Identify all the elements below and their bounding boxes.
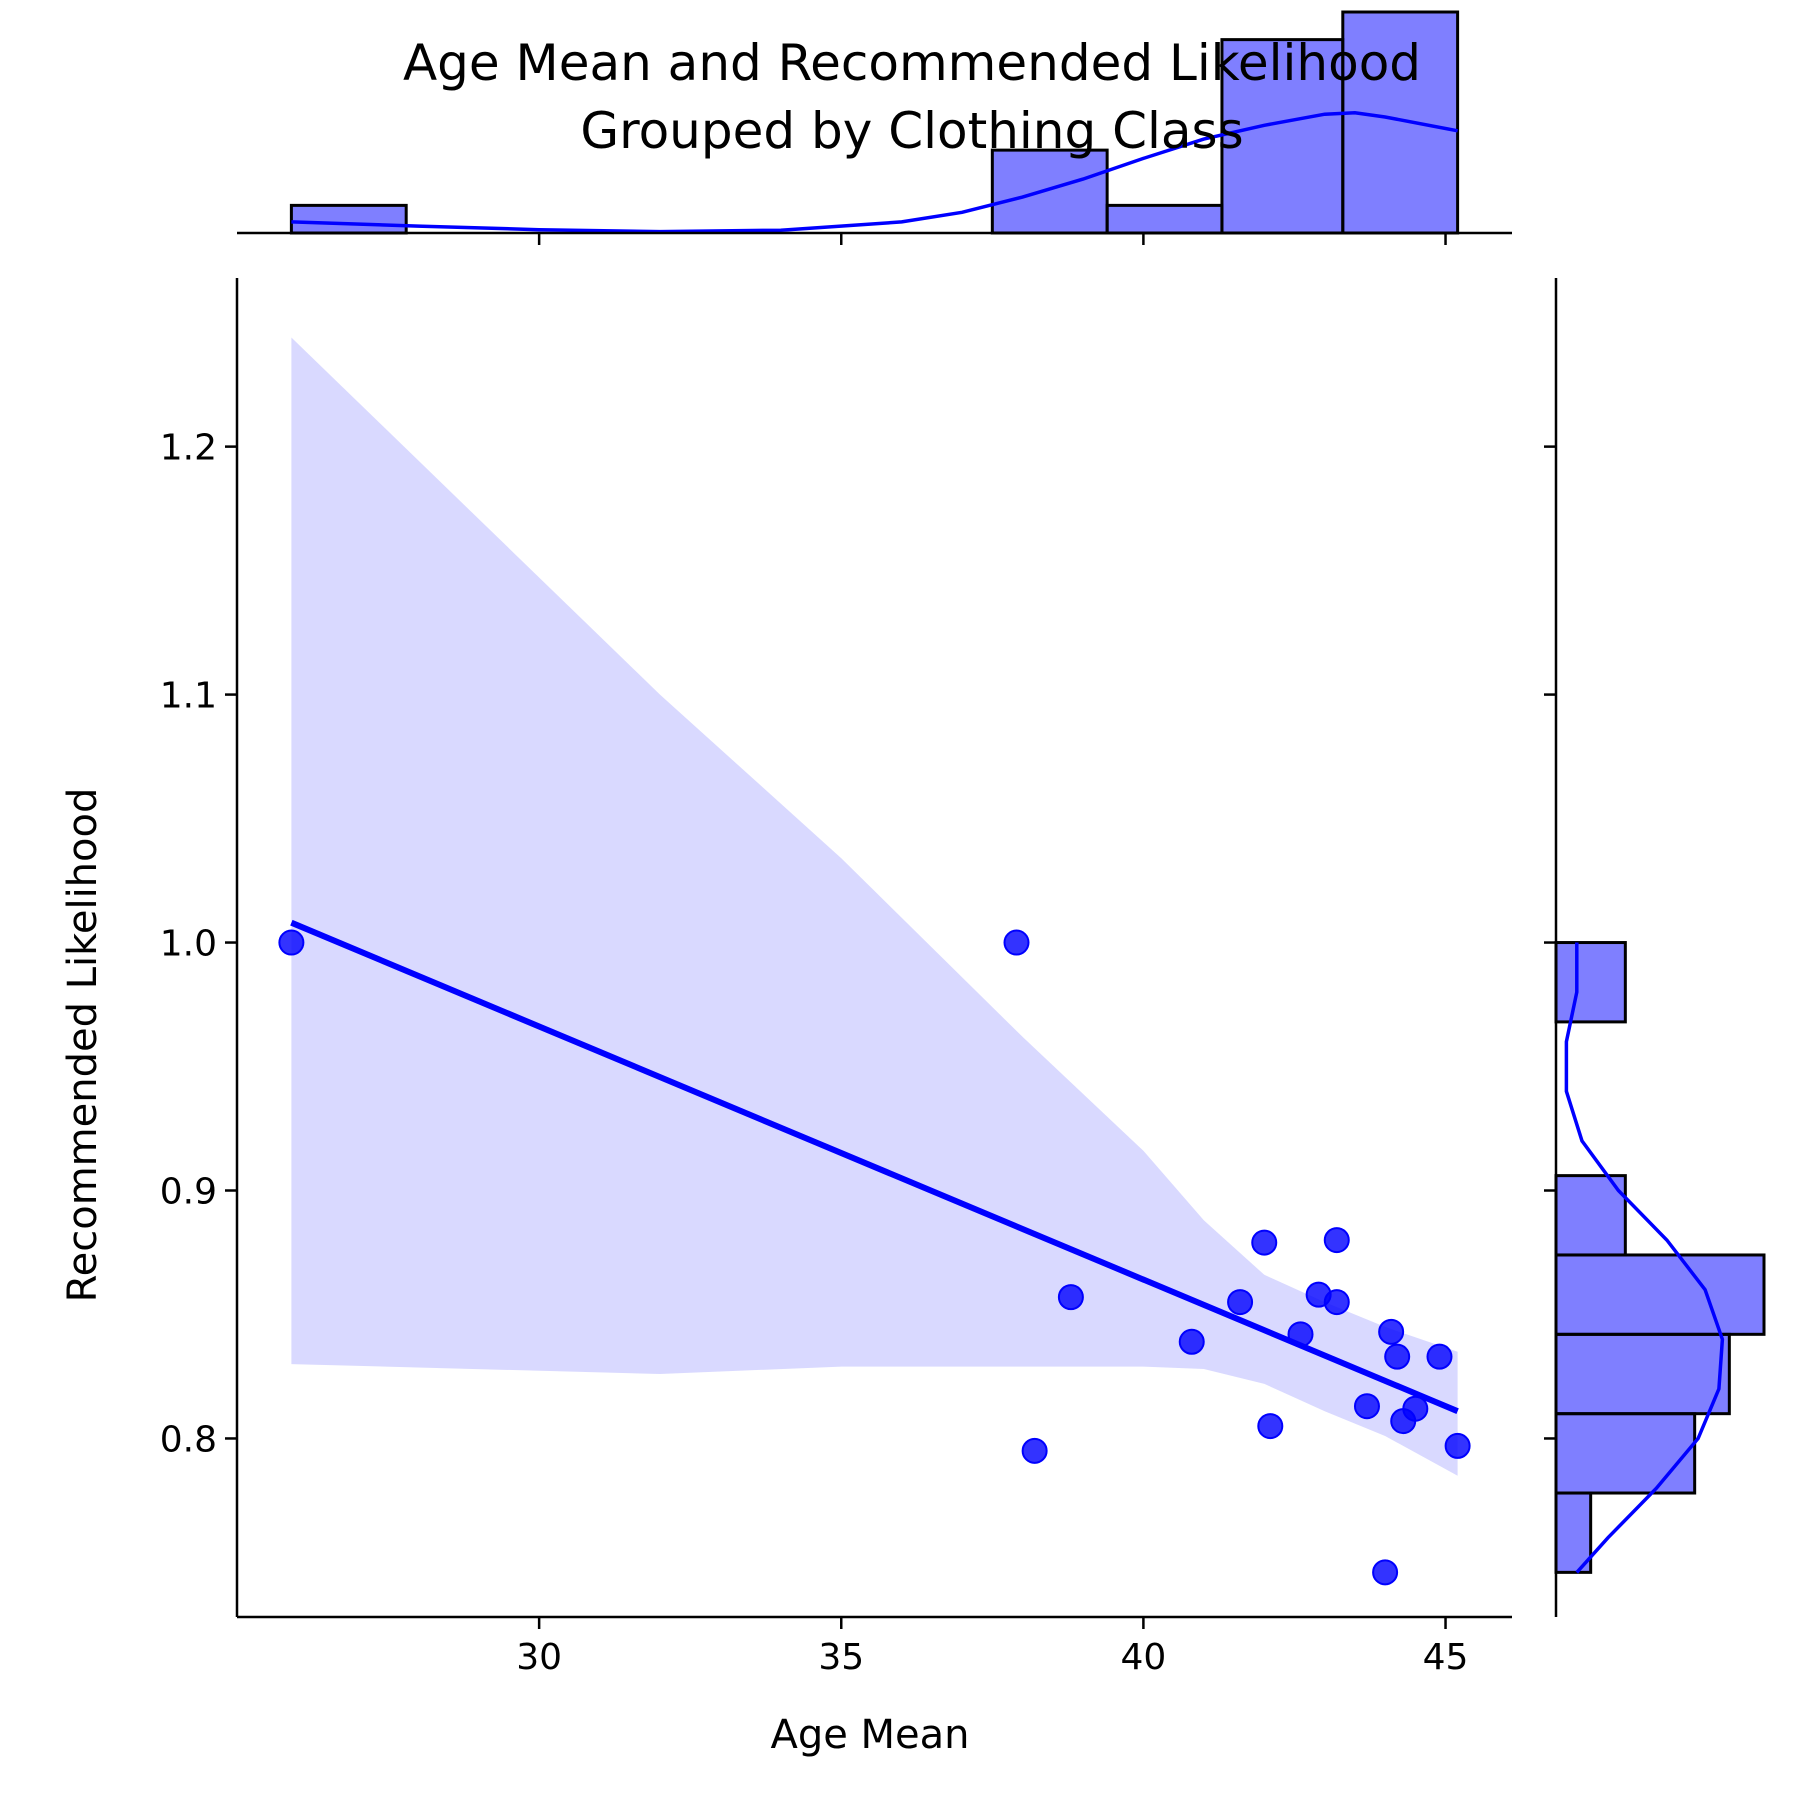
x-tick-label-35: 35 [818, 1637, 864, 1678]
x-axis-label: Age Mean [770, 1712, 969, 1758]
y-hist-bar-4 [1554, 1253, 1766, 1336]
scatter-point-14 [1372, 1559, 1399, 1586]
axis-labels: Age Mean Recommended Likelihood [60, 788, 970, 1758]
scatter-point-20 [1444, 1432, 1471, 1459]
y-tick-label-1.2: 1.2 [160, 428, 217, 469]
y-hist-bar-2 [1554, 1412, 1697, 1495]
chart-title: Age Mean and Recommended Likelihood Grou… [403, 34, 1421, 160]
y-tick-label-0.8: 0.8 [160, 1419, 217, 1460]
x-kde-curve [291, 111, 1458, 234]
x-tick-label-30: 30 [516, 1637, 562, 1678]
x-hist-bar-4 [1220, 38, 1345, 235]
scatter-point-19 [1426, 1343, 1453, 1370]
scatter-point-6 [1227, 1289, 1254, 1316]
y-kde-curve [1564, 942, 1725, 1574]
scatter-point-9 [1287, 1321, 1314, 1348]
regression-line [290, 919, 1459, 1414]
scatter-point-8 [1257, 1413, 1284, 1440]
y-tick-label-0.9: 0.9 [160, 1172, 217, 1213]
x-tick-label-45: 45 [1423, 1637, 1469, 1678]
scatter-point-15 [1378, 1318, 1405, 1345]
y-axis-label: Recommended Likelihood [60, 788, 106, 1303]
y-tick-label-1: 1.0 [160, 924, 217, 965]
x-hist-bar-2 [990, 148, 1109, 235]
chart-title-line-2: Grouped by Clothing Class [580, 102, 1243, 160]
x-hist-bar-3 [1105, 203, 1224, 235]
scatter-point-5 [1178, 1328, 1205, 1355]
scatter-point-11 [1323, 1227, 1350, 1254]
x-tick-label-40: 40 [1120, 1637, 1166, 1678]
scatter-point-16 [1384, 1343, 1411, 1370]
x-hist-bar-5 [1341, 10, 1460, 235]
y-tick-label-1.1: 1.1 [160, 676, 217, 717]
scatter-point-4 [1057, 1284, 1084, 1311]
scatter-point-1 [278, 929, 305, 956]
scatter-point-3 [1021, 1437, 1048, 1464]
x-marginal-histogram [237, 10, 1512, 245]
scatter-point-13 [1353, 1393, 1380, 1420]
chart-title-line-1: Age Mean and Recommended Likelihood [403, 34, 1421, 92]
x-hist-bar-1 [289, 203, 408, 235]
scatter-point-7 [1251, 1229, 1278, 1256]
main-scatter-plot: 30 35 40 45 0.8 0.9 1.0 1.1 1.2 [160, 278, 1512, 1678]
confidence-band [291, 337, 1458, 1476]
y-marginal-histogram [1544, 278, 1766, 1617]
scatter-point-12 [1323, 1289, 1350, 1316]
scatter-point-18 [1402, 1395, 1429, 1422]
y-hist-bar-3 [1554, 1332, 1731, 1416]
y-hist-bar-6 [1554, 941, 1627, 1024]
scatter-point-2 [1003, 929, 1030, 956]
